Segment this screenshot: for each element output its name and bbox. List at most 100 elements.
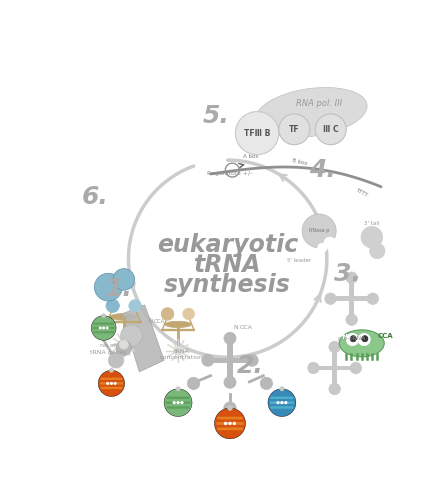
- Circle shape: [224, 376, 236, 388]
- Text: 3.: 3.: [334, 262, 360, 285]
- Circle shape: [173, 402, 175, 404]
- Circle shape: [350, 336, 356, 342]
- Text: tRNA: tRNA: [194, 253, 261, 277]
- Text: Ⅲ C: Ⅲ C: [323, 125, 339, 134]
- FancyBboxPatch shape: [271, 396, 293, 399]
- Text: B box: B box: [292, 158, 308, 166]
- FancyBboxPatch shape: [166, 396, 190, 399]
- Polygon shape: [333, 296, 370, 301]
- Circle shape: [214, 408, 246, 439]
- FancyBboxPatch shape: [217, 428, 243, 430]
- Circle shape: [346, 272, 357, 283]
- Text: 4.: 4.: [309, 158, 336, 182]
- Circle shape: [228, 406, 232, 410]
- Circle shape: [106, 382, 109, 384]
- Text: RNase p: RNase p: [309, 228, 329, 234]
- Circle shape: [280, 386, 284, 391]
- Circle shape: [94, 274, 122, 301]
- Text: eukaryotic: eukaryotic: [157, 233, 298, 257]
- Ellipse shape: [255, 88, 367, 137]
- Circle shape: [109, 368, 113, 372]
- Circle shape: [113, 268, 135, 290]
- Circle shape: [102, 327, 105, 329]
- Text: 3' tail: 3' tail: [364, 220, 380, 226]
- Circle shape: [324, 237, 336, 250]
- Polygon shape: [227, 342, 233, 380]
- Text: tRNA
concentration: tRNA concentration: [159, 349, 203, 360]
- FancyBboxPatch shape: [217, 416, 243, 420]
- Circle shape: [108, 352, 124, 368]
- FancyBboxPatch shape: [93, 327, 114, 329]
- Text: N: N: [233, 326, 238, 330]
- Polygon shape: [332, 350, 337, 386]
- Circle shape: [119, 340, 128, 349]
- Circle shape: [224, 332, 236, 344]
- FancyBboxPatch shape: [166, 402, 190, 404]
- Circle shape: [114, 382, 116, 384]
- FancyBboxPatch shape: [270, 402, 294, 404]
- Circle shape: [121, 325, 142, 346]
- Polygon shape: [349, 280, 354, 317]
- FancyBboxPatch shape: [93, 331, 114, 334]
- Circle shape: [277, 402, 279, 404]
- Circle shape: [235, 112, 279, 154]
- Text: 6.: 6.: [82, 184, 109, 208]
- Circle shape: [129, 300, 141, 312]
- Circle shape: [106, 299, 119, 312]
- FancyBboxPatch shape: [100, 382, 123, 384]
- Circle shape: [268, 389, 296, 416]
- Text: CCA: CCA: [377, 332, 393, 338]
- Circle shape: [329, 342, 340, 352]
- Ellipse shape: [110, 314, 138, 320]
- Circle shape: [260, 377, 273, 390]
- Circle shape: [329, 384, 340, 394]
- Text: TTTT: TTTT: [355, 187, 368, 198]
- Circle shape: [224, 422, 227, 425]
- Circle shape: [161, 308, 174, 320]
- Circle shape: [110, 382, 113, 384]
- Circle shape: [102, 314, 105, 318]
- Circle shape: [224, 402, 236, 414]
- Text: CCA: CCA: [239, 326, 252, 330]
- FancyBboxPatch shape: [101, 387, 122, 389]
- Circle shape: [202, 354, 214, 366]
- Circle shape: [246, 354, 258, 366]
- Text: TFⅢ B: TFⅢ B: [244, 128, 270, 138]
- Text: Regulators +/-: Regulators +/-: [207, 172, 252, 176]
- Circle shape: [325, 293, 336, 304]
- Circle shape: [187, 377, 200, 390]
- Circle shape: [176, 386, 180, 391]
- FancyBboxPatch shape: [216, 422, 244, 425]
- Circle shape: [358, 334, 370, 345]
- Circle shape: [284, 402, 287, 404]
- Text: RNA pol. III: RNA pol. III: [296, 98, 342, 108]
- Circle shape: [346, 334, 359, 345]
- Circle shape: [177, 402, 179, 404]
- Polygon shape: [316, 366, 353, 370]
- Wedge shape: [44, 468, 161, 500]
- Polygon shape: [121, 305, 164, 372]
- Ellipse shape: [339, 330, 384, 357]
- Circle shape: [302, 214, 336, 248]
- FancyBboxPatch shape: [101, 378, 122, 380]
- Circle shape: [367, 293, 379, 304]
- Circle shape: [362, 336, 368, 342]
- Polygon shape: [211, 358, 249, 363]
- Circle shape: [229, 422, 231, 425]
- Text: CCA: CCA: [154, 320, 165, 324]
- Text: nb of
tRNA genes: nb of tRNA genes: [90, 344, 127, 354]
- Wedge shape: [44, 468, 135, 500]
- Text: 5.: 5.: [202, 104, 230, 128]
- Circle shape: [174, 346, 182, 355]
- Circle shape: [164, 389, 192, 416]
- Text: N: N: [148, 320, 153, 324]
- Circle shape: [315, 114, 346, 144]
- Circle shape: [350, 362, 361, 374]
- FancyBboxPatch shape: [271, 406, 293, 408]
- Circle shape: [307, 362, 319, 374]
- Circle shape: [233, 422, 236, 425]
- Circle shape: [106, 327, 108, 329]
- Circle shape: [183, 308, 194, 320]
- Circle shape: [98, 370, 125, 396]
- Circle shape: [281, 402, 283, 404]
